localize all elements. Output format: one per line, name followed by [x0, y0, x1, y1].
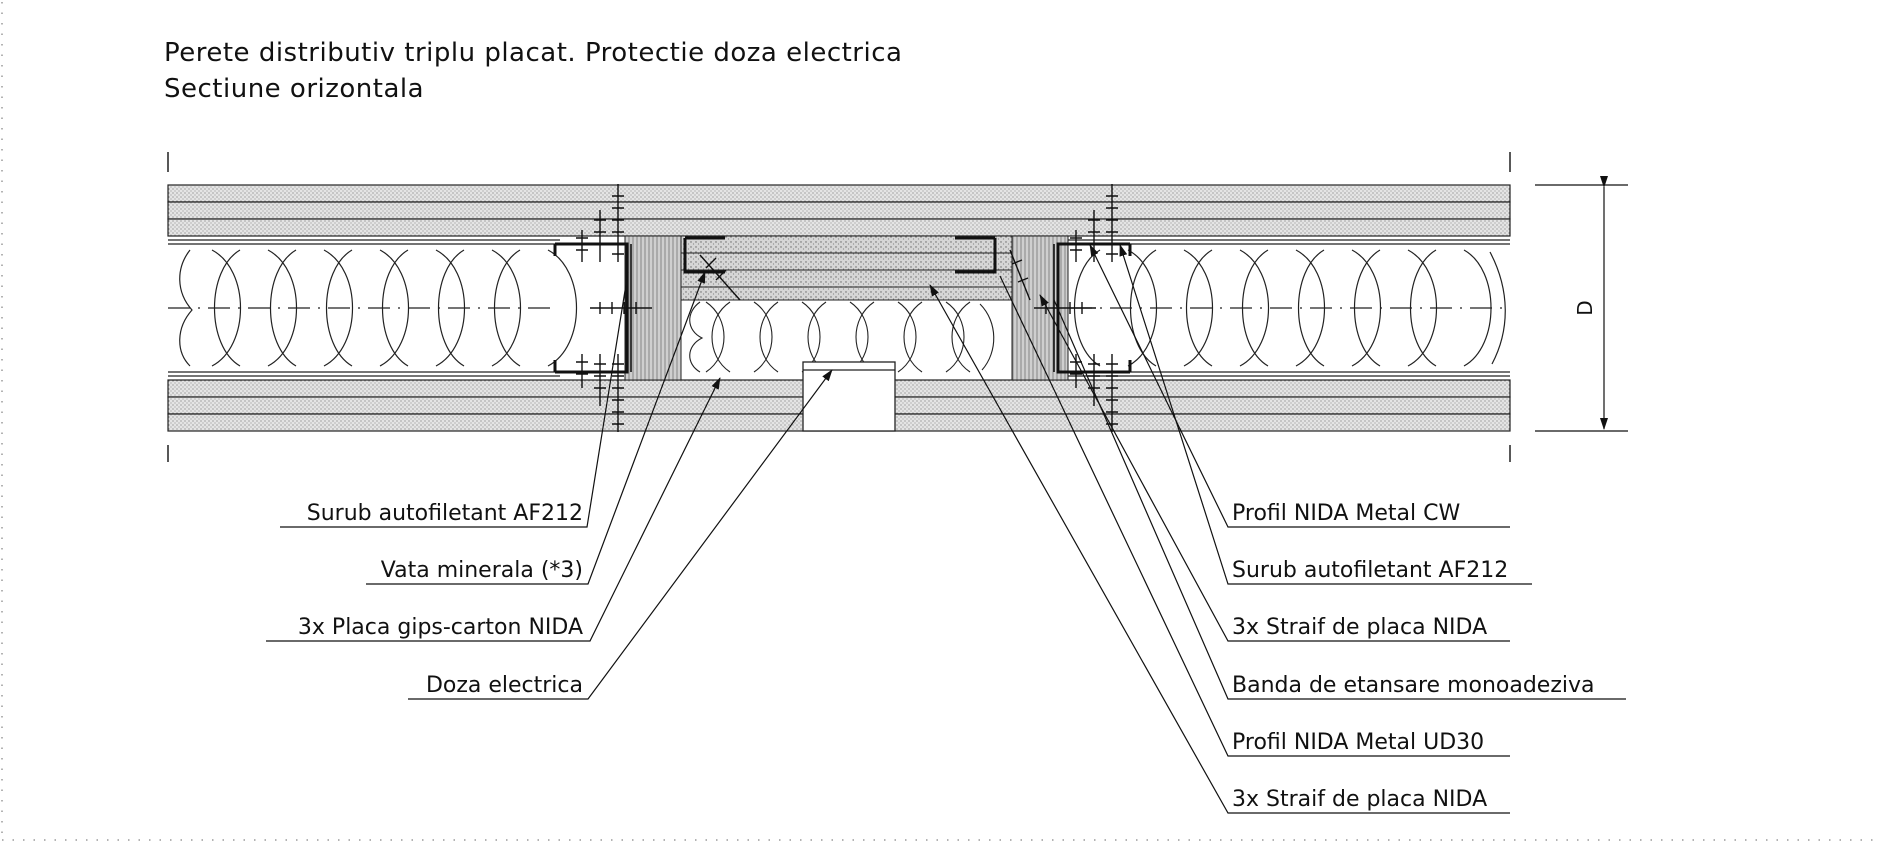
break-lines — [167, 152, 1511, 462]
label-doza-electrica: Doza electrica — [426, 673, 583, 698]
stud-cavity-lines — [168, 239, 1510, 377]
leader-lines-left — [266, 271, 833, 700]
electrical-box — [802, 361, 896, 432]
label-straif-1: 3x Straif de placa NIDA — [1232, 615, 1487, 640]
dimension-d — [1535, 176, 1628, 432]
screws — [576, 184, 1118, 432]
mineral-wool-right — [1070, 249, 1510, 367]
label-straif-2: 3x Straif de placa NIDA — [1232, 787, 1487, 812]
mineral-wool-left — [168, 249, 577, 367]
drawing-title: Perete distributiv triplu placat. Protec… — [164, 38, 903, 68]
dimension-label: D — [1573, 300, 1597, 315]
label-surub-right: Surub autofiletant AF212 — [1232, 558, 1508, 583]
drawing-subtitle: Sectiune orizontala — [164, 74, 425, 104]
label-banda-etansare: Banda de etansare monoadeziva — [1232, 673, 1595, 698]
label-profil-cw: Profil NIDA Metal CW — [1232, 501, 1460, 526]
label-placa-gips-carton: 3x Placa gips-carton NIDA — [298, 615, 583, 640]
label-surub-left: Surub autofiletant AF212 — [307, 501, 583, 526]
label-vata-minerala: Vata minerala (*3) — [381, 558, 583, 583]
mineral-wool-box — [689, 301, 995, 373]
gypsum-board-layers — [167, 184, 1511, 432]
label-profil-ud30: Profil NIDA Metal UD30 — [1232, 730, 1484, 755]
leader-lines-right — [929, 244, 1626, 814]
